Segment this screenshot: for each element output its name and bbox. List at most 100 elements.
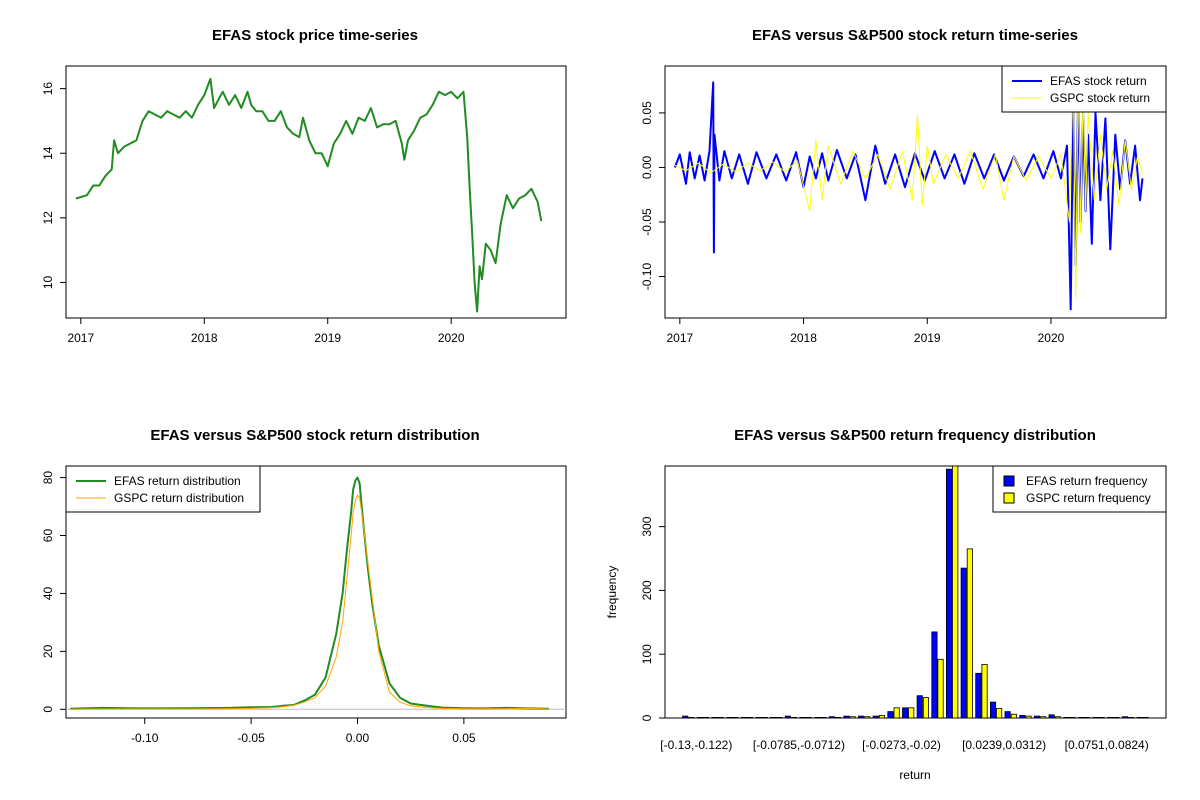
- gspc-frequency-bar: [747, 717, 754, 719]
- gspc-frequency-bar: [717, 717, 724, 719]
- gspc-frequency-bar: [952, 465, 959, 719]
- x-tick-label: 0.00: [346, 731, 370, 745]
- y-tick-label: 0: [41, 706, 55, 713]
- efas-frequency-bar: [1034, 715, 1041, 719]
- x-tick-label: 0.05: [452, 731, 476, 745]
- legend-box: [1001, 65, 1167, 113]
- legend-label: GSPC return frequency: [1026, 491, 1151, 505]
- legend-label: EFAS stock return: [1050, 74, 1147, 88]
- gspc-frequency-bar: [1025, 715, 1032, 719]
- legend-box: [992, 465, 1167, 513]
- efas-frequency-bar: [902, 707, 909, 719]
- price-timeseries-panel: EFAS stock price time-series 2017 2018 201…: [41, 27, 567, 345]
- gspc-frequency-bar: [761, 717, 768, 719]
- x-tick-label: [0.0239,0.0312): [962, 738, 1046, 752]
- gspc-frequency-bar: [966, 548, 973, 719]
- efas-frequency-bar: [843, 715, 850, 719]
- gspc-density-line: [70, 494, 550, 710]
- efas-frequency-bar: [740, 717, 747, 719]
- y-tick-label: 12: [41, 211, 55, 225]
- legend-swatch: [1003, 475, 1015, 487]
- y-tick-label: 0.05: [640, 101, 654, 125]
- gspc-frequency-bar: [703, 717, 710, 719]
- gspc-frequency-bar: [849, 716, 856, 719]
- efas-frequency-bar: [887, 711, 894, 719]
- chart-title: EFAS versus S&P500 return frequency dist…: [734, 427, 1096, 444]
- x-tick-label: 2019: [914, 331, 941, 345]
- y-tick-label: -0.05: [640, 208, 654, 236]
- gspc-frequency-bar: [1040, 716, 1047, 719]
- legend-label: GSPC stock return: [1050, 91, 1150, 105]
- legend-box: [65, 465, 261, 513]
- gspc-frequency-bar: [1142, 717, 1149, 719]
- efas-frequency-bar: [784, 715, 791, 719]
- efas-frequency-bar: [799, 717, 806, 719]
- price-line: [75, 77, 543, 313]
- efas-frequency-bar: [726, 717, 733, 719]
- efas-frequency-bar: [814, 717, 821, 719]
- efas-frequency-bar: [1107, 717, 1114, 719]
- gspc-frequency-bar: [1010, 713, 1017, 719]
- plot-frame: [664, 465, 1167, 719]
- gspc-frequency-bar: [805, 717, 812, 719]
- x-tick-label: -0.10: [131, 731, 159, 745]
- x-tick-label: 2018: [191, 331, 218, 345]
- efas-frequency-bar: [770, 717, 777, 719]
- y-tick-label: 16: [41, 82, 55, 96]
- efas-frequency-bar: [990, 701, 997, 719]
- gspc-frequency-bar: [791, 717, 798, 719]
- gspc-frequency-bar: [1084, 717, 1091, 719]
- y-tick-label: -0.10: [640, 263, 654, 291]
- legend-label: GSPC return distribution: [114, 491, 244, 505]
- y-tick-label: 200: [640, 580, 654, 600]
- efas-frequency-bar: [828, 716, 835, 719]
- gspc-return-line: [674, 68, 1143, 299]
- gspc-frequency-bar: [688, 717, 695, 719]
- x-tick-label: [-0.13,-0.122): [660, 738, 732, 752]
- gspc-frequency-bar: [878, 715, 885, 719]
- return-distribution-panel: EFAS versus S&P500 stock return distribu…: [41, 427, 567, 745]
- efas-frequency-bar: [1136, 717, 1143, 719]
- legend-swatch: [1003, 492, 1015, 504]
- y-tick-label: 100: [640, 644, 654, 664]
- efas-density-line: [70, 476, 550, 710]
- gspc-frequency-bar: [922, 697, 929, 719]
- efas-frequency-bar: [711, 717, 718, 719]
- efas-frequency-bar: [975, 672, 982, 719]
- x-tick-label: 2017: [67, 331, 94, 345]
- y-tick-label: 300: [640, 516, 654, 536]
- y-axis-label: frequency: [605, 566, 619, 619]
- chart-title: EFAS stock price time-series: [212, 27, 418, 44]
- gspc-frequency-bar: [937, 658, 944, 719]
- gspc-frequency-bar: [893, 707, 900, 719]
- plot-frame: [65, 465, 567, 719]
- y-tick-label: 0: [640, 714, 654, 721]
- efas-frequency-bar: [1092, 717, 1099, 719]
- return-timeseries-panel: EFAS versus S&P500 stock return time-ser…: [640, 27, 1167, 345]
- efas-frequency-bar: [1004, 711, 1011, 719]
- x-tick-label: [-0.0785,-0.0712): [753, 738, 845, 752]
- efas-frequency-bar: [960, 567, 967, 719]
- efas-frequency-bar: [916, 695, 923, 719]
- legend-label: EFAS return distribution: [114, 474, 241, 488]
- plot-frame: [664, 65, 1167, 319]
- gspc-frequency-bar: [1098, 717, 1105, 719]
- efas-frequency-bar: [946, 468, 953, 719]
- gspc-frequency-bar: [864, 716, 871, 719]
- gspc-frequency-bar: [820, 717, 827, 719]
- x-tick-label: 2020: [1038, 331, 1065, 345]
- efas-frequency-bar: [696, 717, 703, 719]
- gspc-frequency-bar: [981, 664, 988, 719]
- gspc-frequency-bar: [776, 717, 783, 719]
- gspc-frequency-bar: [834, 717, 841, 719]
- y-tick-label: 80: [41, 471, 55, 485]
- y-tick-label: 10: [41, 275, 55, 289]
- gspc-frequency-bar: [996, 708, 1003, 719]
- gspc-frequency-bar: [1113, 717, 1120, 719]
- efas-frequency-bar: [931, 631, 938, 719]
- efas-frequency-bar: [682, 715, 689, 719]
- gspc-frequency-bar: [732, 717, 739, 719]
- x-tick-label: 2017: [666, 331, 693, 345]
- x-tick-label: 2019: [314, 331, 341, 345]
